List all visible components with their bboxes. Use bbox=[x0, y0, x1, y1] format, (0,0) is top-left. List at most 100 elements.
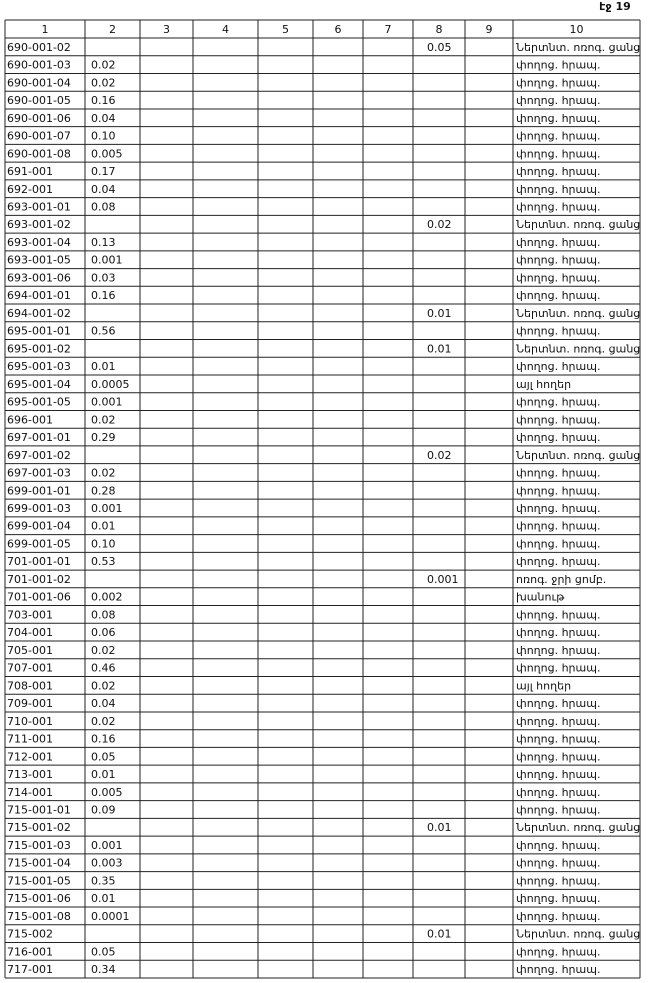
cell: այլ հողեր bbox=[516, 679, 571, 692]
column-header: 2 bbox=[109, 23, 116, 36]
cell: 0.46 bbox=[91, 662, 116, 675]
cell: 715-001-08 bbox=[7, 910, 71, 923]
cell: 715-001-02 bbox=[7, 821, 71, 834]
cell: 0.02 bbox=[427, 218, 452, 231]
cell: 690-001-07 bbox=[7, 130, 71, 143]
column-header: 7 bbox=[385, 23, 392, 36]
cell: 0.34 bbox=[91, 963, 116, 976]
column-header: 8 bbox=[436, 23, 443, 36]
cell: 695-001-03 bbox=[7, 360, 71, 373]
cell: փողոց. հրապ. bbox=[516, 59, 600, 72]
cell: փողոց. հրապ. bbox=[516, 537, 600, 550]
cell: փողոց. հրապ. bbox=[516, 768, 600, 781]
cell: 717-001 bbox=[7, 963, 53, 976]
cell: 0.01 bbox=[91, 892, 116, 905]
cell: 690-001-04 bbox=[7, 76, 71, 89]
cell: 690-001-05 bbox=[7, 94, 71, 107]
cell: 0.001 bbox=[427, 573, 459, 586]
cell: փողոց. հրապ. bbox=[516, 396, 600, 409]
cell: 0.005 bbox=[91, 147, 123, 160]
cell: 0.01 bbox=[91, 360, 116, 373]
cell: 0.09 bbox=[91, 804, 116, 817]
cell: 0.53 bbox=[91, 555, 116, 568]
cell: 0.02 bbox=[91, 715, 116, 728]
cell: 0.05 bbox=[91, 945, 116, 958]
cell: փողոց. հրապ. bbox=[516, 874, 600, 887]
cell: ոռոգ. ջրի ցոմբ. bbox=[516, 573, 606, 586]
cell: 699-001-04 bbox=[7, 520, 71, 533]
cell: 696-001 bbox=[7, 413, 53, 426]
cell: 692-001 bbox=[7, 183, 53, 196]
cell: 0.003 bbox=[91, 857, 123, 870]
cell: 0.03 bbox=[91, 271, 116, 284]
cell: փողոց. հրապ. bbox=[516, 697, 600, 710]
cell: 0.01 bbox=[427, 342, 452, 355]
cell: 0.001 bbox=[91, 502, 123, 515]
cell: փողոց. հրապ. bbox=[516, 520, 600, 533]
cell: 0.01 bbox=[427, 821, 452, 834]
cell: 693-001-06 bbox=[7, 271, 71, 284]
cell: 0.05 bbox=[91, 750, 116, 763]
table-grid bbox=[4, 19, 641, 979]
column-header: 6 bbox=[335, 23, 342, 36]
column-header: 3 bbox=[163, 23, 170, 36]
cell: 0.02 bbox=[427, 449, 452, 462]
cell: 0.04 bbox=[91, 183, 116, 196]
cell: 714-001 bbox=[7, 786, 53, 799]
cell: 0.01 bbox=[91, 768, 116, 781]
cell: փողոց. հրապ. bbox=[516, 484, 600, 497]
cell: 715-001-01 bbox=[7, 804, 71, 817]
cell: փողոց. հրապ. bbox=[516, 555, 600, 568]
cell: 697-001-01 bbox=[7, 431, 71, 444]
cell: փողոց. հրապ. bbox=[516, 76, 600, 89]
cell: 695-001-01 bbox=[7, 325, 71, 338]
cell: 695-001-05 bbox=[7, 396, 71, 409]
cell: Ներտնտ. ոռոգ. ցանց bbox=[516, 342, 640, 355]
column-header: 10 bbox=[570, 23, 584, 36]
cell: փողոց. հրապ. bbox=[516, 271, 600, 284]
column-header: 9 bbox=[486, 23, 493, 36]
cell: 0.08 bbox=[91, 200, 116, 213]
cell: փողոց. հրապ. bbox=[516, 431, 600, 444]
cell: փողոց. հրապ. bbox=[516, 945, 600, 958]
cell: 0.16 bbox=[91, 289, 116, 302]
cell: 693-001-01 bbox=[7, 200, 71, 213]
cell: 0.05 bbox=[427, 41, 452, 54]
cell: 693-001-02 bbox=[7, 218, 71, 231]
cell: 0.02 bbox=[91, 644, 116, 657]
cell: 0.04 bbox=[91, 697, 116, 710]
cell: փողոց. հրապ. bbox=[516, 236, 600, 249]
cell: 707-001 bbox=[7, 662, 53, 675]
cell: 712-001 bbox=[7, 750, 53, 763]
cell: 694-001-02 bbox=[7, 307, 71, 320]
column-header: 1 bbox=[42, 23, 49, 36]
cell: 699-001-03 bbox=[7, 502, 71, 515]
cell: փողոց. հրապ. bbox=[516, 130, 600, 143]
cell: 0.02 bbox=[91, 76, 116, 89]
cell: Ներտնտ. ոռոգ. ցանց bbox=[516, 41, 640, 54]
cell: 690-001-08 bbox=[7, 147, 71, 160]
column-header: 5 bbox=[282, 23, 289, 36]
cell: փողոց. հրապ. bbox=[516, 733, 600, 746]
cell: փողոց. հրապ. bbox=[516, 200, 600, 213]
cell: 0.13 bbox=[91, 236, 116, 249]
cell: փողոց. հրապ. bbox=[516, 892, 600, 905]
cell: 708-001 bbox=[7, 679, 53, 692]
cell: 0.10 bbox=[91, 537, 116, 550]
cell: 0.06 bbox=[91, 626, 116, 639]
cell: 715-001-04 bbox=[7, 857, 71, 870]
cell: փողոց. հրապ. bbox=[516, 644, 600, 657]
cell: այլ հողեր bbox=[516, 378, 571, 391]
cell: 699-001-05 bbox=[7, 537, 71, 550]
cell: փողոց. հրապ. bbox=[516, 289, 600, 302]
cell: փողոց. հրապ. bbox=[516, 910, 600, 923]
cell: 703-001 bbox=[7, 608, 53, 621]
cell: 0.29 bbox=[91, 431, 116, 444]
cell: 715-001-06 bbox=[7, 892, 71, 905]
cell: 693-001-04 bbox=[7, 236, 71, 249]
cell: 715-001-03 bbox=[7, 839, 71, 852]
cell: 695-001-02 bbox=[7, 342, 71, 355]
cell: փողոց. հրապ. bbox=[516, 786, 600, 799]
cell: 701-001-06 bbox=[7, 591, 71, 604]
